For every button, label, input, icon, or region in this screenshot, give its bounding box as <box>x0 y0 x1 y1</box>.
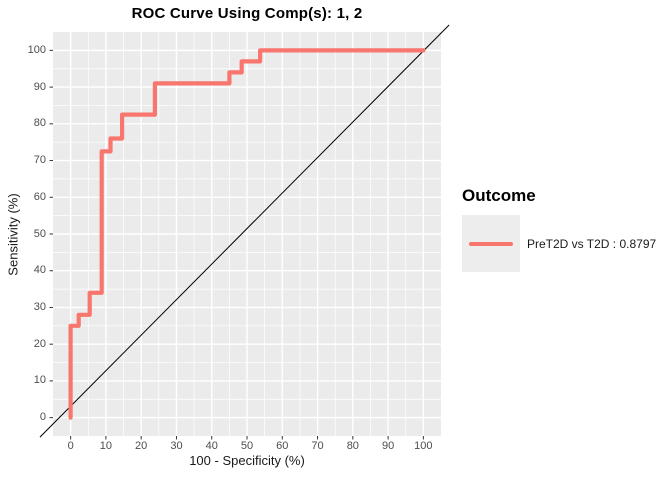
legend-item-label: PreT2D vs T2D : 0.8797 <box>527 236 657 251</box>
legend-key-line-icon <box>469 242 513 246</box>
y-tick-label: 0 <box>39 411 46 424</box>
y-tick-label: 30 <box>33 300 46 313</box>
x-tick-label: 60 <box>276 440 289 452</box>
y-tick-label: 90 <box>33 80 46 93</box>
y-tick-label: 50 <box>33 227 46 240</box>
x-axis-title: 100 - Specificity (%) <box>189 453 305 468</box>
legend: Outcome PreT2D vs T2D : 0.8797 <box>462 186 667 272</box>
x-tick-label: 10 <box>99 440 113 452</box>
legend-item: PreT2D vs T2D : 0.8797 <box>462 215 667 272</box>
x-tick-label: 100 <box>414 440 433 452</box>
y-tick-label: 20 <box>33 337 46 350</box>
x-tick-label: 90 <box>381 440 395 452</box>
chance-diagonal-reference-line <box>39 24 450 438</box>
x-tick-label: 80 <box>346 440 359 452</box>
chart-title: ROC Curve Using Comp(s): 1, 2 <box>131 5 363 22</box>
y-tick-label: 60 <box>33 190 46 203</box>
legend-title: Outcome <box>462 186 536 205</box>
y-tick-label: 100 <box>27 43 46 56</box>
legend-key-swatch <box>462 215 520 272</box>
x-tick-label: 40 <box>205 440 218 452</box>
x-tick-label: 50 <box>240 440 254 452</box>
x-tick-label: 0 <box>67 440 74 452</box>
x-tick-label: 70 <box>311 440 324 452</box>
y-tick-label: 70 <box>33 154 46 167</box>
y-tick-label: 10 <box>33 374 46 387</box>
roc-curve <box>68 48 426 420</box>
y-tick-label: 40 <box>33 264 46 277</box>
x-tick-label: 30 <box>170 440 183 452</box>
x-tick-label: 20 <box>135 440 148 452</box>
y-tick-label: 80 <box>33 117 46 130</box>
